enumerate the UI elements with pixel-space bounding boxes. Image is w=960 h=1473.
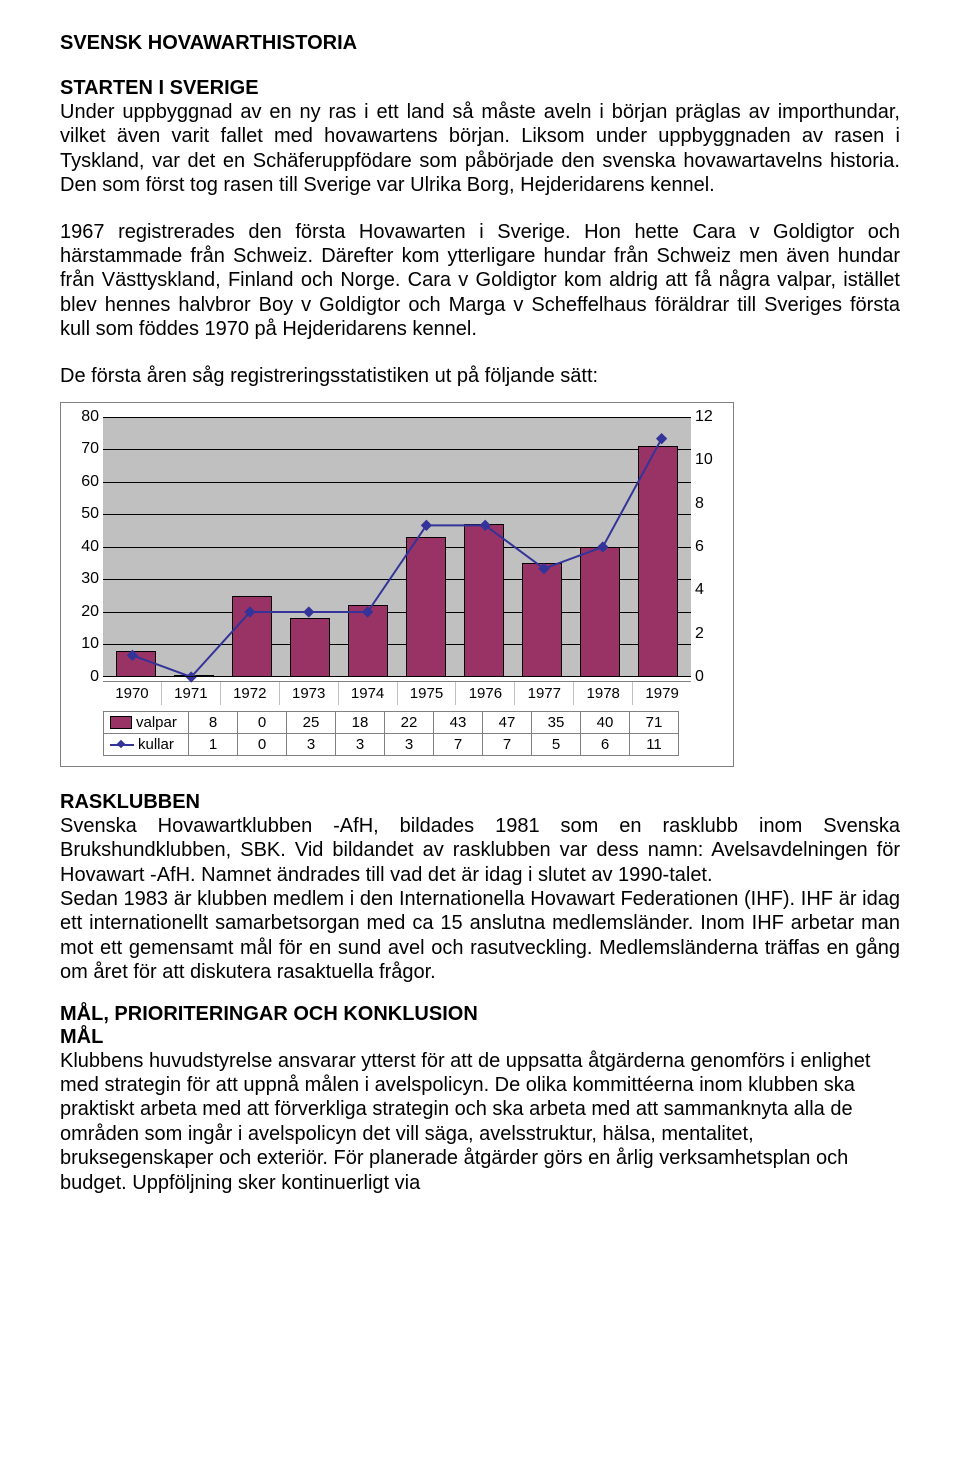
section-mal-heading: MÅL, PRIORITERINGAR OCH KONKLUSION — [60, 1003, 900, 1026]
table-kullar-cell: 6 — [581, 733, 630, 755]
table-valpar-cell: 22 — [385, 711, 434, 733]
table-valpar-cell: 35 — [532, 711, 581, 733]
y-right-label: 0 — [695, 668, 704, 686]
y-right-label: 12 — [695, 408, 713, 426]
y-left-label: 80 — [81, 408, 99, 426]
x-year-label: 1973 — [279, 682, 338, 705]
x-year-label: 1975 — [397, 682, 456, 705]
table-valpar-cell: 0 — [238, 711, 287, 733]
table-kullar-cell: 11 — [630, 733, 679, 755]
section-start-para3: De första åren såg registreringsstatisti… — [60, 364, 900, 388]
y-right-label: 4 — [695, 581, 704, 599]
table-kullar-cell: 1 — [189, 733, 238, 755]
y-left-label: 70 — [81, 440, 99, 458]
table-kullar-cell: 3 — [287, 733, 336, 755]
section-rasklubben-para2: Sedan 1983 är klubben medlem i den Inter… — [60, 887, 900, 985]
registration-chart: 01020304050607080 024681012 197019711972… — [60, 402, 900, 767]
chart-marker — [656, 433, 667, 444]
section-start-para2: 1967 registrerades den första Hovawarten… — [60, 220, 900, 342]
x-year-label: 1978 — [573, 682, 632, 705]
chart-marker — [597, 541, 608, 552]
y-left-label: 50 — [81, 505, 99, 523]
y-right-label: 2 — [695, 625, 704, 643]
chart-marker — [127, 650, 138, 661]
x-year-label: 1976 — [455, 682, 514, 705]
table-valpar-cell: 18 — [336, 711, 385, 733]
section-start-para1: Under uppbyggnad av en ny ras i ett land… — [60, 100, 900, 198]
table-kullar-cell: 7 — [434, 733, 483, 755]
table-valpar-cell: 8 — [189, 711, 238, 733]
y-left-label: 0 — [90, 668, 99, 686]
y-left-label: 60 — [81, 473, 99, 491]
x-year-label: 1972 — [220, 682, 279, 705]
page-title: SVENSK HOVAWARTHISTORIA — [60, 32, 900, 55]
x-year-label: 1979 — [632, 682, 691, 705]
section-mal-subheading: MÅL — [60, 1026, 900, 1049]
section-mal-para1: Klubbens huvudstyrelse ansvarar ytterst … — [60, 1049, 900, 1195]
table-kullar-cell: 3 — [385, 733, 434, 755]
chart-marker — [421, 520, 432, 531]
y-right-label: 10 — [695, 451, 713, 469]
y-left-label: 40 — [81, 538, 99, 556]
y-right-label: 8 — [695, 495, 704, 513]
table-kullar-cell: 0 — [238, 733, 287, 755]
section-start-heading: STARTEN I SVERIGE — [60, 77, 900, 100]
table-valpar-cell: 25 — [287, 711, 336, 733]
x-year-label: 1970 — [103, 682, 161, 705]
table-valpar-cell: 40 — [581, 711, 630, 733]
x-year-label: 1977 — [514, 682, 573, 705]
x-year-label: 1971 — [161, 682, 220, 705]
chart-line — [132, 439, 661, 677]
x-year-label: 1974 — [338, 682, 397, 705]
y-left-label: 20 — [81, 603, 99, 621]
chart-marker — [303, 606, 314, 617]
y-left-label: 30 — [81, 570, 99, 588]
legend-valpar-label: valpar — [136, 714, 177, 731]
table-valpar-cell: 43 — [434, 711, 483, 733]
chart-marker — [362, 606, 373, 617]
table-valpar-cell: 47 — [483, 711, 532, 733]
y-left-label: 10 — [81, 635, 99, 653]
section-rasklubben-para1: Svenska Hovawartklubben -AfH, bildades 1… — [60, 814, 900, 887]
table-valpar-cell: 71 — [630, 711, 679, 733]
section-rasklubben-heading: RASKLUBBEN — [60, 791, 900, 814]
table-kullar-cell: 7 — [483, 733, 532, 755]
y-right-label: 6 — [695, 538, 704, 556]
table-kullar-cell: 5 — [532, 733, 581, 755]
table-kullar-cell: 3 — [336, 733, 385, 755]
legend-kullar-label: kullar — [138, 736, 174, 753]
